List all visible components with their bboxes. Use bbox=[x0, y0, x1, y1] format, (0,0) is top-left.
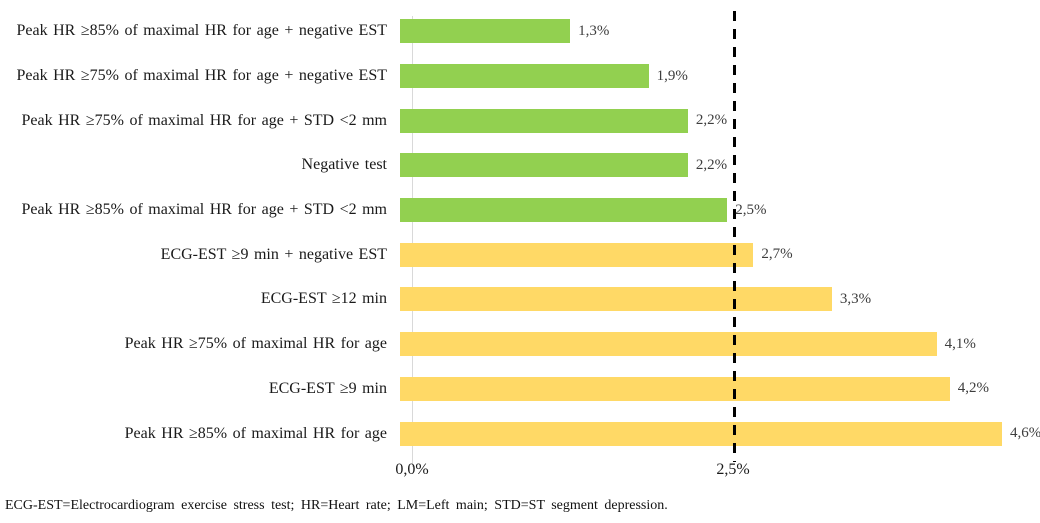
bar-row: Peak HR ≥75% of maximal HR for age + STD… bbox=[0, 98, 1040, 143]
bar bbox=[400, 153, 688, 178]
bar-track: 3,3% bbox=[400, 277, 1040, 322]
bar bbox=[400, 64, 649, 89]
bar-row: Peak HR ≥85% of maximal HR for age 4,6% bbox=[0, 411, 1040, 456]
reference-line bbox=[733, 11, 737, 462]
x-axis-tick-label: 0,0% bbox=[395, 461, 429, 478]
category-label: Peak HR ≥85% of maximal HR for age + neg… bbox=[16, 22, 388, 40]
bar-track: 2,5% bbox=[400, 188, 1040, 233]
bar-track: 2,7% bbox=[400, 232, 1040, 277]
bar bbox=[400, 19, 571, 44]
bar bbox=[400, 198, 728, 223]
value-label: 4,6% bbox=[1010, 425, 1040, 442]
value-label: 2,2% bbox=[695, 156, 728, 173]
bar-row: Negative test 2,2% bbox=[0, 143, 1040, 188]
category-label: ECG-EST ≥9 min + negative EST bbox=[160, 245, 387, 263]
value-label: 2,5% bbox=[735, 201, 767, 218]
value-label: 1,9% bbox=[656, 67, 688, 84]
category-label: ECG-EST ≥12 min bbox=[260, 290, 387, 308]
y-axis-line bbox=[412, 16, 413, 467]
bar-track: 1,3% bbox=[400, 9, 1040, 54]
bar bbox=[400, 421, 1003, 446]
plot-area: Peak HR ≥85% of maximal HR for age + neg… bbox=[0, 9, 1040, 467]
bar-track: 4,1% bbox=[400, 322, 1040, 367]
bar-row: ECG-EST ≥9 min + negative EST 2,7% bbox=[0, 232, 1040, 277]
bar-row: Peak HR ≥75% of maximal HR for age 4,1% bbox=[0, 322, 1040, 367]
bar-row: Peak HR ≥85% of maximal HR for age + neg… bbox=[0, 9, 1040, 54]
category-label: Peak HR ≥75% of maximal HR for age + neg… bbox=[16, 67, 388, 85]
category-label: ECG-EST ≥9 min bbox=[268, 379, 387, 397]
category-label: Peak HR ≥75% of maximal HR for age bbox=[124, 335, 387, 353]
bar-row: ECG-EST ≥12 min 3,3% bbox=[0, 277, 1040, 322]
bar bbox=[400, 332, 937, 357]
bar-row: Peak HR ≥75% of maximal HR for age + neg… bbox=[0, 54, 1040, 99]
bar-row: ECG-EST ≥9 min 4,2% bbox=[0, 367, 1040, 412]
value-label: 4,1% bbox=[944, 335, 976, 352]
value-label: 3,3% bbox=[839, 290, 872, 307]
category-label: Peak HR ≥85% of maximal HR for age + STD… bbox=[21, 201, 388, 219]
bar-track: 4,2% bbox=[400, 367, 1040, 412]
bar-row: Peak HR ≥85% of maximal HR for age + STD… bbox=[0, 188, 1040, 233]
x-axis-tick-label: 2,5% bbox=[716, 461, 750, 478]
x-axis: 0,0% 2,5% bbox=[395, 461, 1040, 485]
footnote: ECG-EST=Electrocardiogram exercise stres… bbox=[5, 498, 668, 513]
bar-track: 2,2% bbox=[400, 143, 1040, 188]
bar-track: 4,6% bbox=[400, 411, 1040, 456]
category-label: Peak HR ≥75% of maximal HR for age + STD… bbox=[21, 111, 388, 129]
bar bbox=[400, 376, 950, 401]
category-label: Peak HR ≥85% of maximal HR for age bbox=[124, 424, 387, 442]
value-label: 2,7% bbox=[761, 246, 793, 263]
bar bbox=[400, 242, 754, 267]
value-label: 1,3% bbox=[578, 22, 610, 39]
category-label: Negative test bbox=[301, 156, 387, 174]
bar bbox=[400, 108, 688, 133]
bar-track: 1,9% bbox=[400, 54, 1040, 99]
bar bbox=[400, 287, 832, 312]
value-label: 2,2% bbox=[695, 112, 728, 129]
bar-track: 2,2% bbox=[400, 98, 1040, 143]
bar-rows: Peak HR ≥85% of maximal HR for age + neg… bbox=[0, 9, 1040, 456]
value-label: 4,2% bbox=[957, 380, 989, 397]
